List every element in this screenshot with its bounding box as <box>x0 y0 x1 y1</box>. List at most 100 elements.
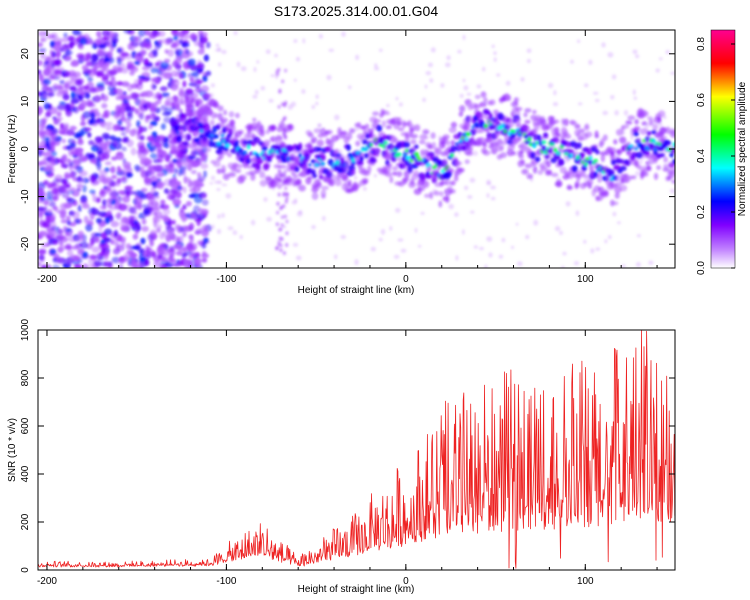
heatmap-cell <box>277 67 281 72</box>
heatmap-cell <box>38 42 44 48</box>
heatmap-cell <box>397 127 405 132</box>
heatmap-cell <box>505 80 511 86</box>
heatmap-cell <box>216 187 221 192</box>
heatmap-cell <box>552 102 559 107</box>
heatmap-cell <box>138 102 144 110</box>
heatmap-cell <box>70 61 79 67</box>
heatmap-cell <box>417 244 422 248</box>
heatmap-cell <box>454 212 459 218</box>
heatmap-cell <box>321 194 326 199</box>
heatmap-cell <box>374 148 382 153</box>
heatmap-cell <box>283 214 288 219</box>
heatmap-cell <box>610 94 615 100</box>
heatmap-cell <box>513 139 518 145</box>
heatmap-cell <box>81 251 89 259</box>
heatmap-y-tick-label: 20 <box>20 48 31 60</box>
heatmap-cell <box>63 82 70 89</box>
heatmap-cell <box>122 157 127 164</box>
heatmap-cell <box>109 167 116 173</box>
heatmap-cell <box>373 66 380 71</box>
heatmap-cell <box>381 120 386 128</box>
heatmap-cell <box>227 152 233 158</box>
heatmap-cell <box>484 264 488 268</box>
heatmap-cell <box>553 89 557 96</box>
heatmap-cell <box>64 183 72 189</box>
heatmap-cell <box>217 47 222 52</box>
heatmap-cell <box>187 58 196 67</box>
heatmap-cell <box>213 162 221 167</box>
heatmap-cell <box>298 153 303 158</box>
heatmap-cell <box>433 190 440 196</box>
heatmap-cell <box>284 186 288 191</box>
heatmap-cell <box>197 175 206 183</box>
heatmap-cell <box>79 199 89 205</box>
heatmap-cell <box>178 226 185 232</box>
heatmap-cell <box>173 99 181 108</box>
heatmap-cell <box>499 152 507 159</box>
heatmap-cell <box>70 71 76 77</box>
heatmap-cell <box>95 70 105 77</box>
heatmap-cell <box>144 170 152 177</box>
heatmap-cell <box>275 72 280 77</box>
heatmap-cell <box>315 94 319 99</box>
heatmap-cell <box>279 205 284 210</box>
heatmap-cell <box>215 43 220 48</box>
heatmap-cell <box>455 255 459 261</box>
heatmap-cell <box>49 248 57 255</box>
heatmap-cell <box>40 52 46 60</box>
heatmap-cell <box>135 93 145 98</box>
heatmap-cell <box>510 101 519 108</box>
snr-y-tick-label: 1000 <box>20 318 31 341</box>
heatmap-cell <box>123 252 129 259</box>
heatmap-cell <box>42 93 47 98</box>
heatmap-cell <box>67 35 75 42</box>
heatmap-cell <box>161 111 171 117</box>
heatmap-cell <box>120 131 127 137</box>
heatmap-cell <box>38 206 46 211</box>
heatmap-cell <box>156 135 166 141</box>
heatmap-cell <box>250 173 256 181</box>
heatmap-cell <box>102 205 107 210</box>
heatmap-cell <box>236 163 243 169</box>
heatmap-cell <box>669 173 675 179</box>
heatmap-cell <box>395 207 401 213</box>
heatmap-cell <box>331 174 337 182</box>
snr-y-label: SNR (10 * v/v) <box>7 418 18 482</box>
heatmap-cell <box>173 34 179 41</box>
heatmap-cell <box>496 73 501 77</box>
heatmap-cell <box>404 136 410 143</box>
heatmap-cell <box>149 120 158 127</box>
heatmap-cell <box>551 172 559 177</box>
page-title: S173.2025.314.00.01.G04 <box>274 3 438 19</box>
heatmap-cell <box>614 110 619 116</box>
heatmap-cell <box>486 193 490 198</box>
heatmap-cell <box>280 172 287 178</box>
heatmap-cell <box>235 169 242 173</box>
heatmap-cell <box>354 259 359 266</box>
heatmap-cell <box>646 130 652 136</box>
heatmap-cell <box>121 81 130 87</box>
heatmap-cell <box>63 203 73 208</box>
heatmap-cell <box>267 157 272 163</box>
heatmap-cell <box>430 132 436 140</box>
heatmap-cell <box>325 129 333 135</box>
heatmap-cell <box>294 198 298 203</box>
heatmap-cell <box>279 164 287 169</box>
heatmap-cell <box>178 87 185 94</box>
heatmap-cell <box>671 179 675 184</box>
heatmap-cell <box>99 193 106 199</box>
heatmap-cell <box>112 140 118 148</box>
heatmap-cell <box>166 96 175 102</box>
heatmap-cell <box>455 142 459 146</box>
heatmap-cell <box>486 182 492 186</box>
heatmap-cell <box>153 191 159 198</box>
heatmap-cell <box>524 119 531 124</box>
heatmap-cell <box>369 156 377 164</box>
heatmap-cell <box>181 252 187 258</box>
heatmap-cell <box>601 42 606 48</box>
colorbar-tick-label: 0.2 <box>696 205 707 219</box>
heatmap-cell <box>657 116 662 124</box>
heatmap-cell <box>334 179 342 187</box>
heatmap-cell <box>588 164 594 170</box>
heatmap-cell <box>391 166 399 171</box>
